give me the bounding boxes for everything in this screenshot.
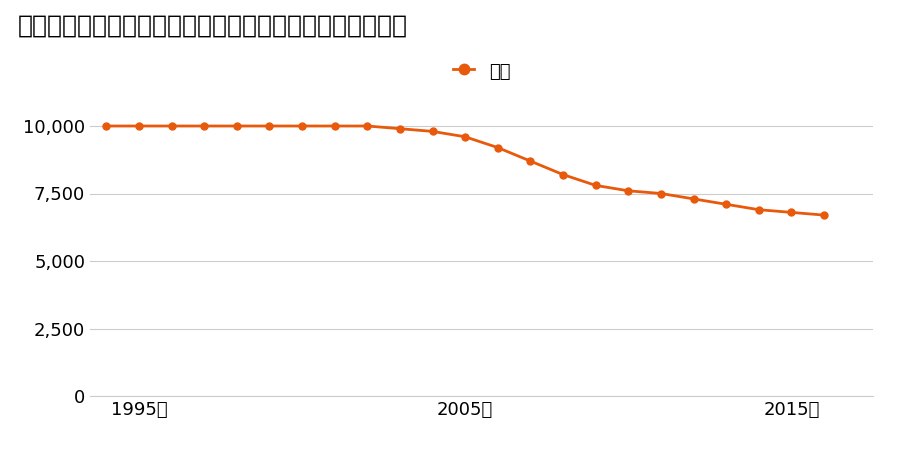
- 価格: [590, 183, 601, 188]
- 価格: [297, 123, 308, 129]
- 価格: [264, 123, 274, 129]
- 価格: [394, 126, 405, 131]
- 価格: [492, 145, 503, 150]
- 価格: [721, 202, 732, 207]
- 価格: [133, 123, 144, 129]
- 価格: [623, 188, 634, 194]
- 価格: [753, 207, 764, 212]
- 価格: [525, 158, 535, 164]
- 価格: [231, 123, 242, 129]
- 価格: [362, 123, 373, 129]
- Line: 価格: 価格: [103, 122, 827, 219]
- 価格: [819, 212, 830, 218]
- 価格: [460, 134, 471, 140]
- 価格: [688, 196, 699, 202]
- 価格: [655, 191, 666, 196]
- Legend: 価格: 価格: [446, 54, 518, 88]
- Text: 山形県最上郡金山町大字山崎字愛宕下３３４番の地価推移: 山形県最上郡金山町大字山崎字愛宕下３３４番の地価推移: [18, 14, 408, 37]
- 価格: [166, 123, 177, 129]
- 価格: [786, 210, 796, 215]
- 価格: [101, 123, 112, 129]
- 価格: [428, 129, 438, 134]
- 価格: [558, 172, 569, 177]
- 価格: [199, 123, 210, 129]
- 価格: [329, 123, 340, 129]
